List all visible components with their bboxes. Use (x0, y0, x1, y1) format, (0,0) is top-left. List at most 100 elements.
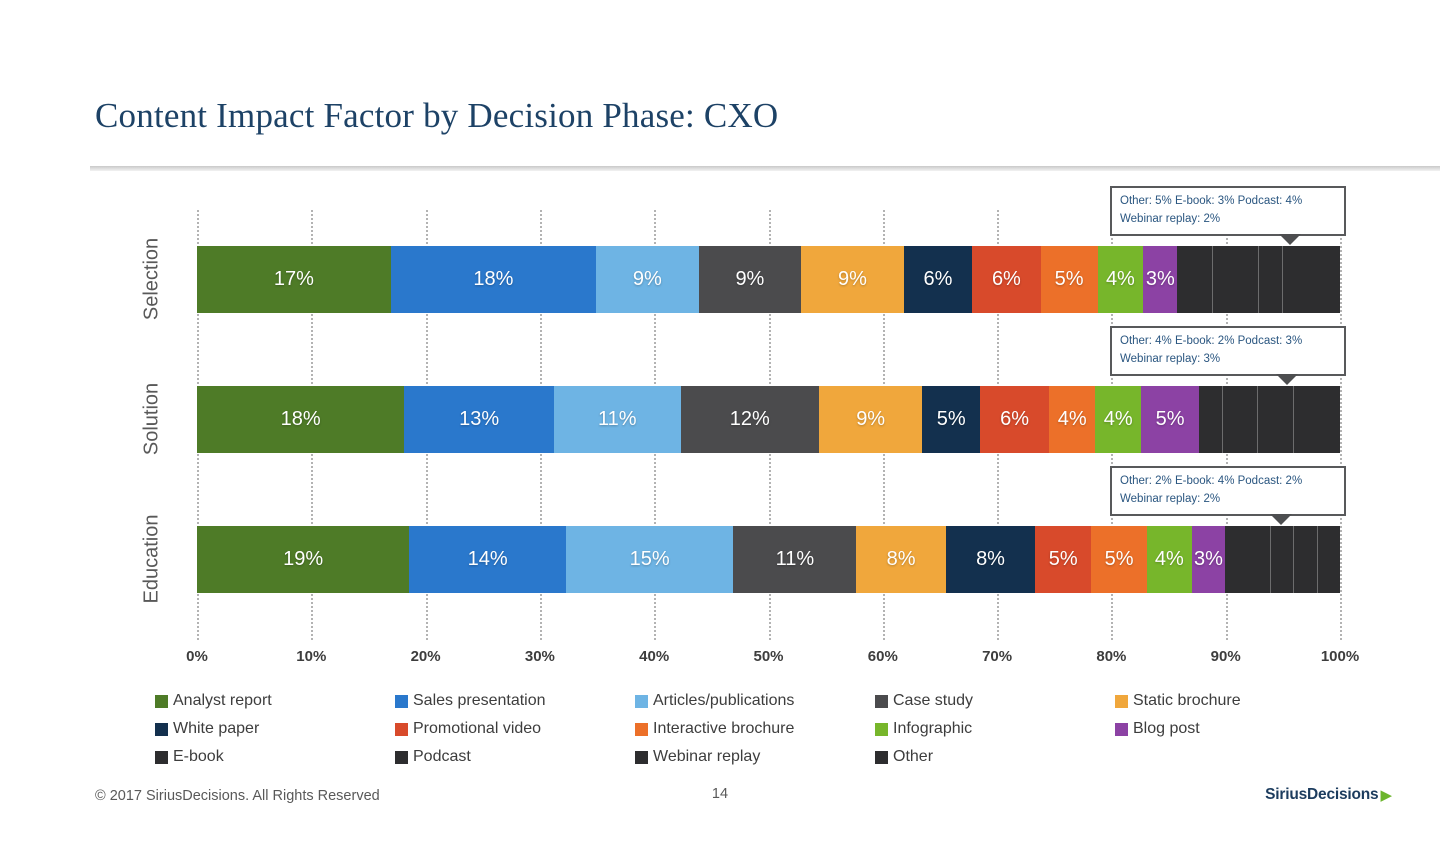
legend-swatch (875, 722, 888, 736)
callout-education: Other: 2% E-book: 4% Podcast: 2% Webinar… (1110, 466, 1346, 525)
segment-case-study: 12% (680, 386, 819, 453)
segment-value-label: 18% (280, 408, 321, 430)
segment-value-label: 4% (1154, 548, 1184, 570)
legend-swatch (155, 694, 168, 708)
segment-e-book (1198, 386, 1222, 453)
legend-swatch (1115, 722, 1128, 736)
stacked-bar: 18% 13% 11% 12% 9% 5% 6% 4% 4% 5% (197, 386, 1341, 453)
segment-articles-publications: 11% (553, 386, 681, 453)
callout-pointer (1278, 233, 1301, 245)
segment-blog-post: 3% (1191, 526, 1226, 593)
legend-item-analyst-report: Analyst report (155, 687, 395, 715)
segment-podcast (1211, 246, 1259, 313)
legend-label: Case study (893, 692, 974, 709)
x-axis-tick-label: 90% (1210, 648, 1241, 665)
segment-static-brochure: 9% (801, 246, 904, 313)
segment-value-label: 5% (936, 408, 966, 430)
segment-value-label: 6% (991, 268, 1021, 290)
legend-label: Podcast (413, 748, 471, 765)
legend-label: Interactive brochure (653, 720, 795, 737)
x-axis-tick-label: 40% (639, 648, 670, 665)
segment-value-label: 4% (1105, 268, 1135, 290)
segment-webinar-replay (1293, 526, 1317, 593)
callout-pointer (1275, 373, 1298, 385)
segment-value-label: 9% (838, 268, 867, 290)
legend-label: Articles/publications (653, 692, 795, 709)
legend-label: Webinar replay (653, 748, 761, 765)
gridline (1340, 210, 1342, 640)
segment-value-label: 3% (1145, 268, 1175, 290)
stacked-bar: 17% 18% 9% 9% 9% 6% 6% 5% 4% 3% (197, 246, 1340, 313)
segment-webinar-replay (1257, 386, 1293, 453)
segment-value-label: 11% (598, 408, 637, 430)
legend-item-sales-presentation: Sales presentation (395, 687, 635, 715)
legend-swatch (635, 694, 648, 708)
legend-item-webinar-replay: Webinar replay (635, 743, 875, 771)
x-axis-tick-label: 80% (1096, 648, 1127, 665)
legend-item-e-book: E-book (155, 743, 395, 771)
segment-infographic: 4% (1097, 246, 1144, 313)
segment-e-book (1177, 246, 1212, 313)
segment-webinar-replay (1258, 246, 1282, 313)
segment-promotional-video: 6% (980, 386, 1050, 453)
legend-item-infographic: Infographic (875, 715, 1115, 743)
callout-pointer (1269, 513, 1292, 525)
segment-blog-post: 3% (1143, 246, 1178, 313)
siriusdecisions-logo: SiriusDecisions ▶ (1265, 786, 1392, 804)
segment-value-label: 6% (1000, 408, 1030, 430)
segment-analyst-report: 18% (197, 386, 405, 453)
legend-swatch (635, 722, 648, 736)
legend-item-podcast: Podcast (395, 743, 635, 771)
segment-value-label: 14% (467, 548, 508, 570)
legend-swatch (1115, 694, 1128, 708)
legend-label: Promotional video (413, 720, 542, 737)
page-title: Content Impact Factor by Decision Phase:… (95, 96, 779, 135)
callout-selection: Other: 5% E-book: 3% Podcast: 4% Webinar… (1110, 186, 1346, 245)
segment-value-label: 13% (459, 408, 500, 430)
stacked-bar-chart: 0% 10% 20% 30% 40% 50% 60% 70% 80% 90% 100% Selecti… (141, 186, 1359, 665)
segment-case-study: 9% (698, 246, 802, 313)
legend-label: Static brochure (1133, 692, 1241, 709)
legend-label: Sales presentation (413, 692, 546, 709)
segment-white-paper: 8% (945, 526, 1036, 593)
segment-e-book (1225, 526, 1270, 593)
segment-interactive-brochure: 4% (1049, 386, 1096, 453)
bar-row-selection: Selection 17% 18% 9% 9% 9% 6% 6% 5% 4% 3% (141, 210, 1340, 350)
segment-white-paper: 5% (922, 386, 981, 453)
segment-analyst-report: 19% (197, 526, 410, 593)
page-number: 14 (711, 786, 729, 802)
segment-blog-post: 5% (1141, 386, 1199, 453)
logo-text: SiriusDecisions (1265, 786, 1379, 803)
legend-label: White paper (173, 720, 260, 737)
segment-value-label: 5% (1155, 408, 1185, 430)
legend-swatch (395, 694, 408, 708)
segment-other (1316, 526, 1340, 593)
legend-item-other: Other (875, 743, 1115, 771)
legend-label: Blog post (1133, 720, 1200, 737)
legend-item-blog-post: Blog post (1115, 715, 1355, 743)
legend-swatch (155, 722, 168, 736)
segment-value-label: 5% (1048, 548, 1078, 570)
legend-item-case-study: Case study (875, 687, 1115, 715)
segment-value-label: 9% (735, 268, 765, 290)
segment-value-label: 12% (729, 408, 770, 430)
segment-value-label: 3% (1193, 548, 1223, 570)
segment-value-label: 11% (775, 548, 815, 570)
callout-solution: Other: 4% E-book: 2% Podcast: 3% Webinar… (1110, 326, 1346, 385)
segment-value-label: 15% (629, 548, 670, 570)
x-axis-tick-label: 60% (867, 648, 898, 665)
segment-value-label: 5% (1104, 548, 1134, 570)
legend-label: Analyst report (173, 692, 272, 709)
x-axis-tick-label: 0% (186, 648, 208, 665)
segment-value-label: 8% (886, 548, 916, 570)
stacked-bar: 19% 14% 15% 11% 8% 8% 5% 5% 4% 3% (197, 526, 1340, 593)
segment-sales-presentation: 13% (404, 386, 554, 453)
x-axis-tick-label: 100% (1320, 648, 1360, 665)
legend-swatch (395, 722, 408, 736)
segment-articles-publications: 9% (596, 246, 699, 313)
segment-white-paper: 6% (903, 246, 973, 313)
x-axis-tick-label: 50% (753, 648, 784, 665)
segment-promotional-video: 6% (972, 246, 1041, 313)
segment-other (1292, 386, 1341, 453)
